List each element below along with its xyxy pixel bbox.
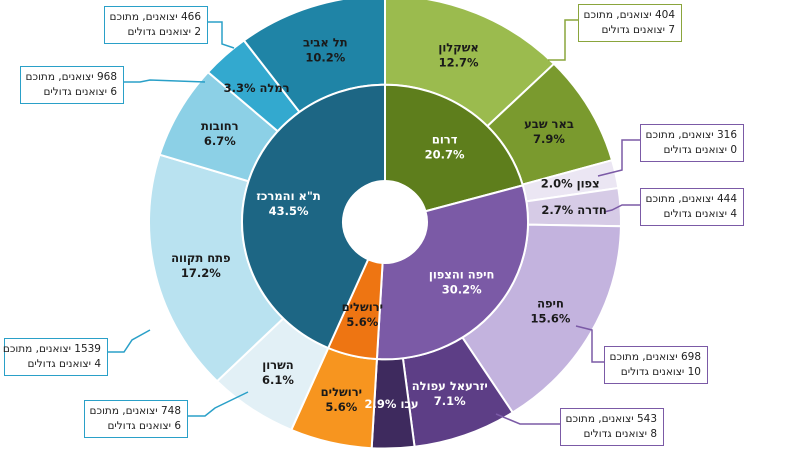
outer-label-pct-10: 6.7% (204, 134, 236, 148)
outer-label-1: באר שבע 7.9% (524, 117, 574, 146)
inner-label-pct-3: 43.5% (269, 204, 309, 218)
inner-label-name-1: חיפה והצפון (429, 267, 495, 281)
callout-line-1: 748 יצואנים, מתוכם (89, 405, 181, 417)
outer-label-5: יזרעאל עפולה 7.1% (412, 379, 488, 408)
inner-label-0: דרום 20.7% (425, 133, 465, 162)
callout-line-1: 543 יצואנים, מתוכם (565, 413, 657, 425)
outer-label-pct-4: 15.6% (531, 312, 571, 326)
outer-label-name-10: רחובות (201, 119, 239, 133)
outer-label-name-12: תל אביב (303, 35, 348, 49)
callout-line-2: 2 יצואנים גדולים (127, 26, 201, 38)
callout-hasharon: 748 יצואנים, מתוכם 6 יצואנים גדולים (84, 400, 188, 438)
callout-leader-3 (575, 325, 604, 363)
outer-label-name-7: ירושלים (321, 385, 362, 399)
outer-label-pct-1: 7.9% (533, 132, 565, 146)
callout-leader-4 (495, 413, 560, 425)
callout-line-1: 698 יצואנים, מתוכם (609, 351, 701, 363)
callout-petah-tikva: 1539 יצואנים, מתוכם 4 יצואנים גדולים (2, 338, 108, 376)
callout-line-2: 0 יצואנים גדולים (663, 144, 737, 156)
inner-label-name-0: דרום (432, 133, 458, 147)
outer-label-name-4: חיפה (537, 297, 564, 311)
callout-leader-0 (548, 19, 578, 61)
inner-label-3: ת"א והמרכז 43.5% (256, 189, 320, 218)
outer-label-9: פתח תקווה 17.2% (171, 251, 230, 280)
outer-label-0: אשקלון 12.7% (438, 40, 479, 69)
outer-label-name-5: יזרעאל עפולה (412, 379, 488, 393)
outer-label-pct-0: 12.7% (439, 55, 479, 69)
inner-label-1: חיפה והצפון 30.2% (429, 267, 495, 296)
outer-label-2: צפון 2.0% (541, 176, 600, 190)
outer-label-pct-7: 5.6% (325, 400, 357, 414)
outer-label-pct-12: 10.2% (305, 50, 345, 64)
callout-leader-2 (603, 204, 640, 213)
callout-leader-8 (188, 391, 249, 417)
callout-line-2: 4 יצואנים גדולים (663, 208, 737, 220)
callout-line-2: 8 יצואנים גדולים (583, 428, 657, 440)
inner-label-pct-1: 30.2% (442, 282, 482, 296)
callout-leader-6 (124, 79, 206, 83)
callout-line-1: 466 יצואנים, מתוכם (109, 11, 201, 23)
callout-line-2: 10 יצואנים גדולים (620, 366, 701, 378)
inner-label-pct-2: 5.6% (346, 315, 378, 329)
outer-label-pct-9: 17.2% (181, 266, 221, 280)
outer-label-4: חיפה 15.6% (531, 297, 571, 326)
segment-labels: אשקלון 12.7% באר שבע 7.9% צפון 2.0% חדרה 2.7%… (171, 35, 607, 414)
callout-line-2: 7 יצואנים גדולים (601, 24, 675, 36)
callout-hadera: 444 יצואנים, מתוכם 4 יצואנים גדולים (640, 188, 744, 226)
inner-label-pct-0: 20.7% (425, 148, 465, 162)
outer-label-pct-8: 6.1% (262, 373, 294, 387)
callout-line-1: 968 יצואנים, מתוכם (25, 71, 117, 83)
callout-line-2: 4 יצואנים גדולים (27, 358, 101, 370)
callout-jezreel: 543 יצואנים, מתוכם 8 יצואנים גדולים (560, 408, 664, 446)
outer-label-pct-5: 7.1% (434, 394, 466, 408)
callout-haifa: 698 יצואנים, מתוכם 10 יצואנים גדולים (604, 346, 708, 384)
inner-label-name-2: ירושלים (342, 300, 383, 314)
callout-line-2: 6 יצואנים גדולים (43, 86, 117, 98)
outer-label-8: השרון 6.1% (262, 358, 294, 387)
outer-label-6: עכו 2.9% (365, 397, 419, 411)
callout-tel-aviv: 466 יצואנים, מתוכם 2 יצואנים גדולים (104, 6, 208, 44)
outer-label-name-9: פתח תקווה (171, 251, 230, 265)
callout-line-2: 6 יצואנים גדולים (107, 420, 181, 432)
callout-line-1: 316 יצואנים, מתוכם (645, 129, 737, 141)
callout-line-1: 444 יצואנים, מתוכם (645, 193, 737, 205)
callout-line-1: 404 יצואנים, מתוכם (583, 9, 675, 21)
outer-label-12: תל אביב 10.2% (303, 35, 348, 64)
callout-ramla: 968 יצואנים, מתוכם 6 יצואנים גדולים (20, 66, 124, 104)
callout-leader-lines (108, 19, 640, 425)
callout-line-1: 1539 יצואנים, מתוכם (2, 343, 101, 355)
outer-label-7: ירושלים 5.6% (321, 385, 362, 414)
outer-label-11: רמלה 3.3% (224, 81, 290, 95)
callout-leader-1 (597, 139, 640, 177)
callout-tzafon: 316 יצואנים, מתוכם 0 יצואנים גדולים (640, 124, 744, 162)
center-hole (343, 180, 427, 264)
inner-label-name-3: ת"א והמרכז (256, 189, 320, 203)
outer-label-name-8: השרון (262, 358, 293, 372)
outer-label-name-1: באר שבע (524, 117, 574, 131)
outer-label-name-0: אשקלון (438, 40, 478, 54)
inner-label-2: ירושלים 5.6% (342, 300, 383, 329)
callout-leader-7 (108, 329, 151, 353)
callout-ashkelon: 404 יצואנים, מתוכם 7 יצואנים גדולים (578, 4, 682, 42)
callout-leader-5 (208, 21, 235, 49)
outer-label-3: חדרה 2.7% (541, 203, 606, 217)
outer-label-10: רחובות 6.7% (201, 119, 239, 148)
